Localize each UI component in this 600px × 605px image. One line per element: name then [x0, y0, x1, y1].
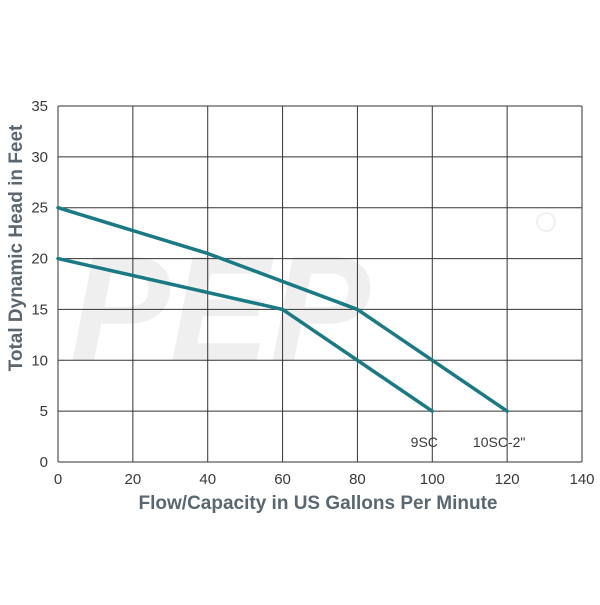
y-tick-label: 25: [31, 200, 48, 217]
x-tick-label: 40: [199, 471, 216, 488]
y-tick-label: 20: [31, 251, 48, 268]
x-tick-label: 60: [274, 471, 291, 488]
y-tick-label: 35: [31, 98, 48, 115]
y-tick-label: 0: [40, 454, 48, 471]
series-line-0: [56, 256, 435, 413]
x-tick-label: 80: [349, 471, 366, 488]
x-tick-label: 0: [54, 471, 62, 488]
tick-labels: 0 20 40 60 80 100 120 140 0 5 10 15 20 25 30 35: [31, 98, 594, 488]
series-labels: 9SC 10SC-2": [411, 434, 526, 450]
series-lines: [56, 205, 509, 413]
grid: [57, 105, 583, 463]
x-tick-label: 120: [495, 471, 520, 488]
series-label-0: 9SC: [411, 434, 438, 450]
x-axis-title: Flow/Capacity in US Gallons Per Minute: [139, 493, 498, 514]
series-label-1: 10SC-2": [473, 434, 525, 450]
y-axis-title: Total Dynamic Head in Feet: [6, 124, 27, 371]
series-line-1: [56, 205, 509, 413]
y-tick-label: 10: [31, 352, 48, 369]
y-tick-label: 15: [31, 301, 48, 318]
y-tick-label: 30: [31, 149, 48, 166]
watermark-text: PEP: [70, 224, 371, 392]
y-tick-label: 5: [40, 403, 48, 420]
x-tick-label: 100: [420, 471, 445, 488]
registered-mark-icon: [536, 212, 556, 232]
x-tick-label: 140: [569, 471, 594, 488]
x-tick-label: 20: [125, 471, 142, 488]
pep-logo-watermark: PEP: [70, 212, 556, 392]
